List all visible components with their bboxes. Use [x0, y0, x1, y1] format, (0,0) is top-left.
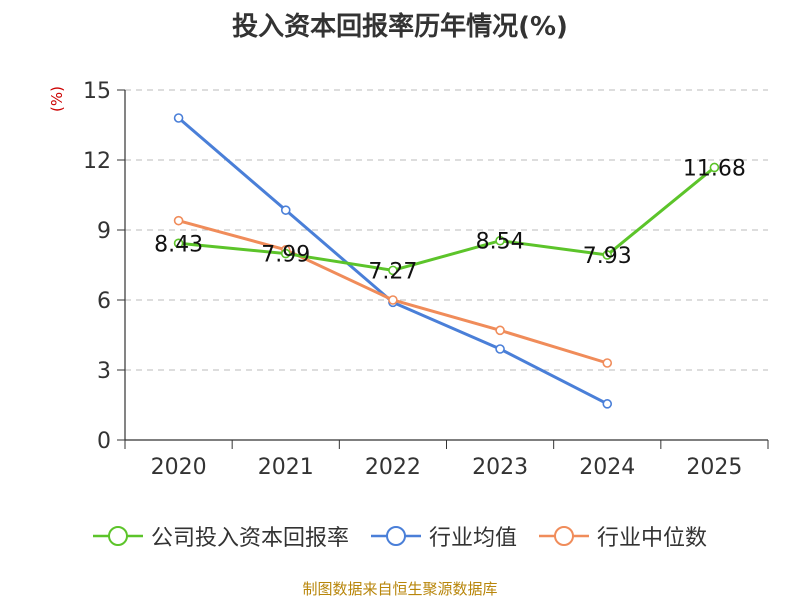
x-tick-label: 2022	[365, 455, 421, 480]
axes: 0 3 6 9 12 15 2020 2021 2022 2023 2024 2025	[83, 79, 769, 480]
chart-title: 投入资本回报率历年情况(%)	[232, 12, 568, 42]
data-point	[280, 205, 291, 215]
y-tick-label: 0	[97, 429, 111, 454]
series-lines	[173, 113, 720, 409]
data-point	[495, 344, 505, 354]
data-label: 7.99	[261, 243, 310, 268]
data-point	[709, 162, 720, 173]
x-tick-label: 2021	[258, 455, 314, 480]
series-line	[178, 166, 716, 272]
legend-label: 行业均值	[428, 526, 517, 551]
data-point	[602, 399, 613, 409]
y-tick-label: 6	[97, 289, 111, 314]
data-point	[495, 325, 505, 336]
data-label: 7.93	[583, 244, 632, 269]
x-tick-label: 2023	[472, 455, 528, 480]
x-tick-label: 2024	[579, 455, 635, 480]
x-tick-label: 2020	[151, 455, 207, 480]
data-point	[388, 265, 398, 276]
legend-marker-icon	[539, 526, 589, 546]
data-point	[602, 250, 613, 260]
data-point	[173, 215, 184, 226]
data-point	[280, 248, 291, 259]
data-label: 8.54	[476, 230, 525, 255]
legend-marker-icon	[370, 526, 421, 546]
y-tick-label: 3	[97, 359, 111, 384]
legend-item[interactable]: 公司投入资本回报率	[92, 520, 349, 552]
data-point	[173, 238, 184, 249]
data-point	[495, 235, 505, 246]
grid-lines	[125, 89, 768, 371]
legend: 公司投入资本回报率 行业均值 行业中位数	[0, 520, 800, 552]
data-point	[173, 113, 184, 123]
data-label: 7.27	[368, 259, 417, 284]
source-note: 制图数据来自恒生聚源数据库	[302, 580, 498, 598]
series-line	[178, 219, 608, 365]
x-tick-label: 2025	[686, 455, 742, 480]
y-tick-label: 15	[83, 79, 111, 104]
legend-label: 行业中位数	[597, 526, 708, 551]
y-tick-label: 9	[97, 219, 111, 244]
legend-item[interactable]: 行业均值	[370, 520, 517, 552]
data-label: 8.43	[154, 232, 203, 257]
data-labels: 8.43 7.99 7.27 8.54 7.93 11.68	[154, 156, 746, 284]
legend-item[interactable]: 行业中位数	[539, 520, 707, 552]
legend-marker-icon	[92, 526, 143, 546]
data-point	[602, 358, 613, 368]
data-label: 11.68	[683, 156, 746, 181]
data-point	[388, 295, 398, 305]
y-tick-label: 12	[83, 149, 111, 174]
legend-label: 公司投入资本回报率	[150, 526, 349, 551]
